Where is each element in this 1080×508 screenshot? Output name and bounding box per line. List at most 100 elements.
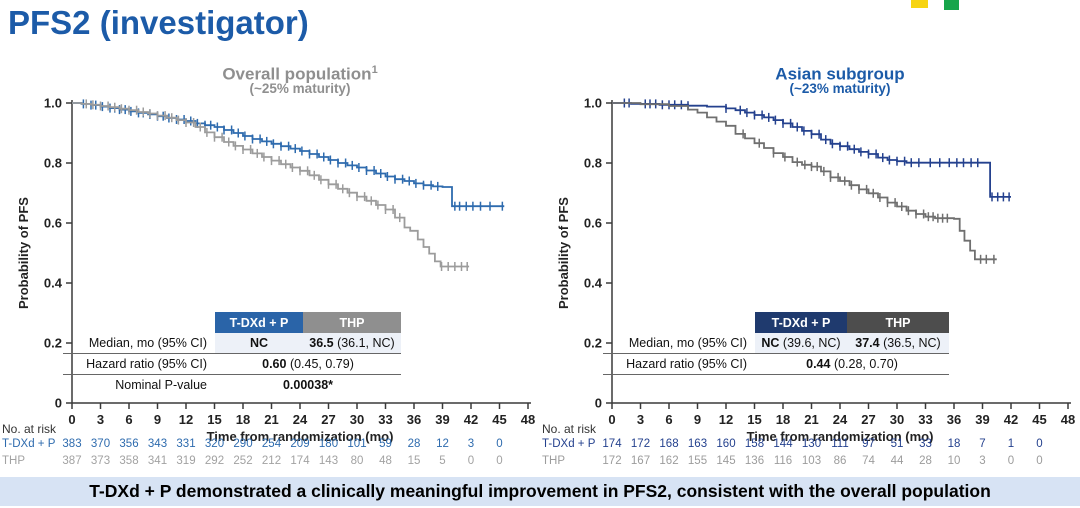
x-tick-label: 6 — [665, 412, 672, 427]
chart-panel-asian: Asian subgroup (~23% maturity) 0 0.2 0.4 0.… — [540, 0, 1080, 478]
page-title: PFS2 (investigator) — [8, 4, 309, 41]
stats-header-spacer — [63, 312, 215, 333]
x-axis-title: Time from randomization (mo) — [207, 429, 394, 444]
stats-header-thp: THP — [847, 312, 949, 333]
chart-title-asian: Asian subgroup — [612, 61, 1068, 84]
risk-count: 18 — [947, 438, 961, 450]
stats-hazard-label: Hazard ratio (95% CI) — [603, 353, 755, 375]
x-tick-label: 12 — [719, 412, 733, 427]
stats-header-tdxd: T-DXd + P — [215, 312, 303, 333]
risk-row-name: THP — [2, 455, 25, 467]
stats-median-tdxd: NC (39.6, NC) — [755, 333, 847, 354]
risk-count: 0 — [467, 455, 475, 467]
risk-count: 48 — [379, 455, 392, 467]
risk-count: 252 — [233, 455, 253, 467]
x-tick-label: 30 — [890, 412, 904, 427]
risk-count: 320 — [204, 438, 225, 450]
km-curve — [612, 102, 997, 261]
x-tick-label: 42 — [464, 412, 478, 427]
risk-count: 0 — [496, 438, 503, 450]
km-curve — [612, 102, 1011, 198]
risk-count: 356 — [119, 438, 139, 450]
x-tick-label: 9 — [154, 412, 161, 427]
x-tick-label: 39 — [435, 412, 449, 427]
risk-count: 292 — [204, 455, 225, 467]
risk-row-name: T-DXd + P — [542, 438, 596, 450]
chart-subtitle-overall: (~25% maturity) — [249, 81, 351, 96]
km-chart-asian: 00.20.40.60.81.00 3 6 9 12 15 18 21 24 27 30 33 36 39… — [556, 96, 1075, 445]
x-tick-label: 12 — [179, 412, 193, 427]
x-tick-label: 3 — [637, 412, 644, 427]
km-curve — [72, 102, 505, 208]
chart-title-text: Overall population — [222, 64, 372, 84]
risk-count: 3 — [467, 438, 475, 450]
risk-count: 15 — [407, 455, 421, 467]
chart-title-text: Asian subgroup — [775, 64, 905, 84]
risk-count: 383 — [62, 438, 82, 450]
no-at-risk-label: No. at risk — [542, 422, 597, 436]
risk-count: 172 — [602, 455, 622, 467]
risk-count: 144 — [773, 438, 793, 450]
y-tick-label: 0.4 — [44, 276, 63, 291]
risk-count: 180 — [318, 438, 339, 450]
stats-pvalue-label: Nominal P-value — [115, 378, 207, 392]
y-tick-label: 0.8 — [584, 156, 602, 171]
risk-count: 163 — [687, 438, 708, 450]
stats-table-overall: T-DXd + P THP Median, mo (95% CI) NC 36.… — [63, 312, 401, 395]
y-tick-label: 0.2 — [44, 336, 62, 351]
risk-count: 341 — [147, 455, 168, 467]
risk-count: 162 — [659, 455, 679, 467]
x-tick-label: 0 — [68, 412, 75, 427]
risk-count: 373 — [90, 455, 111, 467]
y-tick-label: 0.6 — [44, 216, 62, 231]
x-tick-label: 48 — [1061, 412, 1075, 427]
risk-row-thp: THP 172 167 162 155 145 136 116 103 86 74 44 28 10 3 0… — [540, 455, 1080, 470]
x-tick-label: 48 — [521, 412, 535, 427]
risk-count: 103 — [801, 455, 822, 467]
risk-count: 28 — [407, 438, 421, 450]
stats-median-thp: 36.5 (36.1, NC) — [303, 333, 401, 354]
chart-panel-overall: Overall population1 (~25% maturity) 0 0.2… — [0, 0, 540, 478]
x-tick-label: 3 — [97, 412, 104, 427]
risk-count: 0 — [1007, 455, 1015, 467]
risk-count: 358 — [119, 455, 139, 467]
x-tick-label: 27 — [321, 412, 335, 427]
risk-count: 174 — [290, 455, 310, 467]
x-tick-label: 15 — [747, 412, 761, 427]
x-tick-label: 6 — [125, 412, 132, 427]
risk-count: 174 — [602, 438, 622, 450]
risk-count: 331 — [176, 438, 196, 450]
y-tick-label: 0.6 — [584, 216, 602, 231]
x-tick-label: 36 — [947, 412, 961, 427]
stats-pvalue-value: 0.00038* — [282, 378, 334, 392]
risk-count: 158 — [744, 438, 765, 450]
risk-count: 343 — [147, 438, 168, 450]
y-axis-title: Probability of PFS — [556, 197, 571, 309]
risk-count: 97 — [862, 438, 875, 450]
x-tick-label: 24 — [833, 412, 848, 427]
stats-header-spacer — [603, 312, 755, 333]
x-tick-label: 33 — [378, 412, 392, 427]
risk-row-tdxd: T-DXd + P 383 370 356 343 331 320 290 254 209 180… — [0, 438, 540, 453]
x-axis-title: Time from randomization (mo) — [747, 429, 934, 444]
chart-subtitle-asian: (~23% maturity) — [789, 81, 891, 96]
stats-median-label: Median, mo (95% CI) — [63, 333, 215, 354]
risk-count: 10 — [947, 455, 961, 467]
risk-row-thp: THP 387 373 358 341 319 292 252 212 174 143 80 48 15… — [0, 455, 540, 470]
risk-count: 0 — [496, 455, 503, 467]
x-tick-label: 30 — [350, 412, 364, 427]
y-tick-label: 1.0 — [584, 96, 602, 111]
y-tick-label: 0.4 — [584, 276, 603, 291]
no-at-risk-label: No. at risk — [2, 422, 57, 436]
stats-median-label: Median, mo (95% CI) — [603, 333, 755, 354]
risk-count: 0 — [1036, 455, 1043, 467]
risk-count: 143 — [318, 455, 339, 467]
logo-yellow-icon — [911, 0, 928, 8]
risk-count: 370 — [90, 438, 111, 450]
risk-count: 290 — [233, 438, 253, 450]
risk-count: 0 — [1036, 438, 1043, 450]
risk-count: 5 — [439, 455, 446, 467]
risk-count: 101 — [347, 438, 367, 450]
stats-median-tdxd: NC — [215, 333, 303, 354]
x-tick-label: 42 — [1004, 412, 1018, 427]
